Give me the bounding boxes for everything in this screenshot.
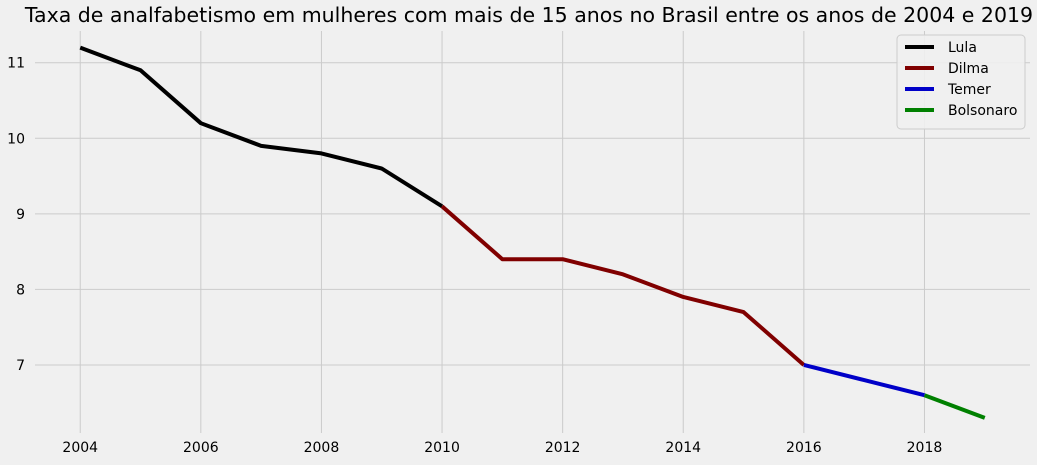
x-tick-label: 2018 [907, 440, 943, 456]
legend-label: Bolsonaro [948, 103, 1017, 119]
x-tick-label: 2016 [786, 440, 822, 456]
series-line-lula [79, 45, 444, 209]
series-line-dilma [440, 204, 806, 367]
x-tick-label: 2010 [424, 440, 460, 456]
series-lines [79, 45, 986, 420]
y-tick-label: 11 [7, 56, 25, 72]
legend-label: Temer [947, 82, 991, 98]
grid [35, 31, 1030, 433]
y-tick-label: 10 [7, 131, 25, 147]
x-tick-label: 2004 [62, 440, 98, 456]
x-tick-label: 2014 [665, 440, 701, 456]
y-tick-label: 7 [16, 358, 25, 374]
x-tick-label: 2012 [545, 440, 581, 456]
x-tick-label: 2006 [183, 440, 219, 456]
series-line-temer [803, 363, 925, 398]
legend-label: Lula [948, 40, 977, 56]
chart-title: Taxa de analfabetismo em mulheres com ma… [24, 3, 1033, 27]
legend-label: Dilma [948, 61, 989, 77]
legend: Lula Dilma Temer Bolsonaro [896, 34, 1026, 130]
y-tick-label: 8 [16, 282, 25, 298]
x-axis-ticks: 2004 2006 2008 2010 2012 2014 2016 2018 [62, 440, 942, 456]
legend-frame [896, 34, 1026, 130]
series-line-bolsonaro [923, 393, 986, 420]
x-tick-label: 2008 [304, 440, 340, 456]
y-tick-label: 9 [16, 207, 25, 223]
y-axis-ticks: 7 8 9 10 11 [7, 56, 25, 374]
